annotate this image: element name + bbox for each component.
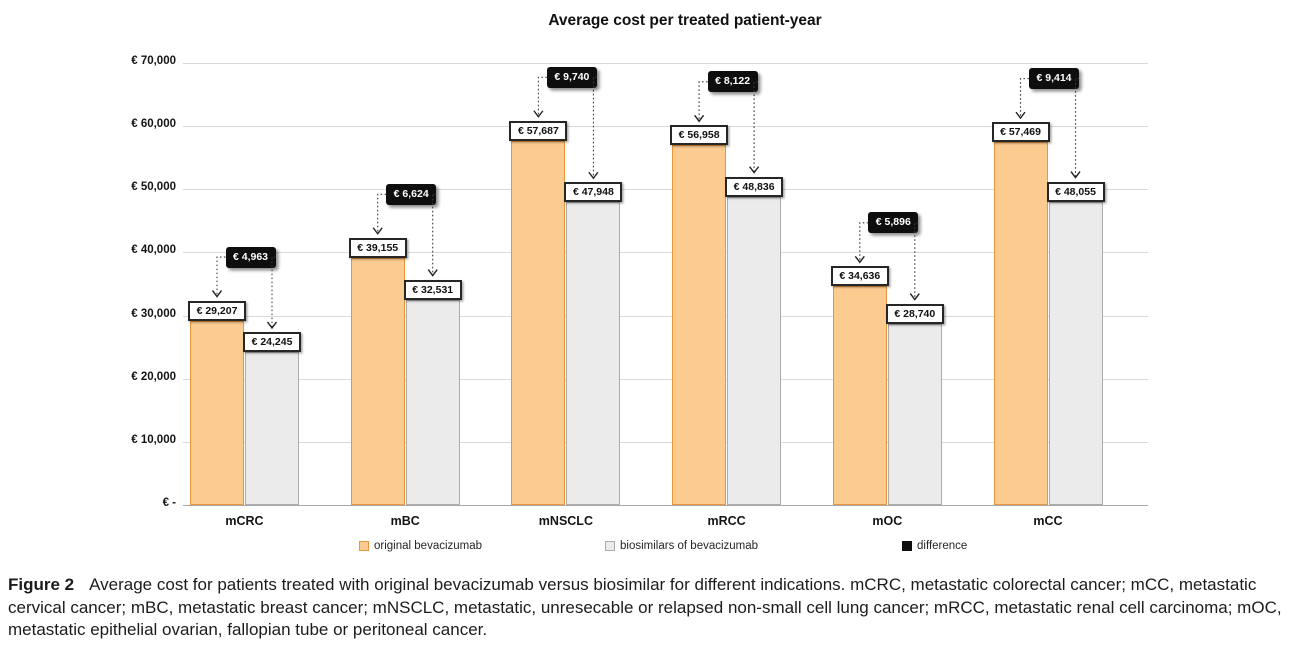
connector-line (698, 81, 708, 121)
bar-biosimilar (405, 299, 460, 505)
bar-original-bevacizumab (190, 320, 244, 505)
connector-line (859, 222, 869, 262)
gridline (183, 189, 1148, 191)
connector-line (592, 76, 597, 178)
bar-biosimilar (1048, 201, 1103, 505)
legend-swatch-icon (359, 541, 369, 551)
gridline (183, 315, 1148, 317)
gridline (183, 441, 1148, 443)
gridline (183, 252, 1148, 254)
connector-line (1019, 78, 1029, 118)
x-axis-category-label: mBC (390, 514, 420, 528)
gridline (183, 378, 1148, 380)
connector-line (537, 76, 547, 116)
value-label: € 29,207 (188, 300, 246, 321)
value-label: € 57,469 (991, 122, 1050, 143)
arrowhead-down-icon (533, 110, 544, 118)
bar-original-bevacizumab (511, 140, 566, 505)
legend-label: difference (917, 540, 968, 552)
y-axis-tick-label: € 40,000 (131, 244, 176, 257)
y-axis-tick-label: € 10,000 (131, 433, 176, 446)
legend-label: original bevacizumab (374, 540, 483, 552)
chart-legend: original bevacizumab biosimilars of bevac… (0, 540, 1314, 556)
gridline (183, 126, 1148, 128)
bar-original-bevacizumab (672, 145, 727, 505)
gridline (183, 63, 1148, 64)
bar-original-bevacizumab (350, 257, 405, 505)
difference-label: € 8,122 (707, 71, 758, 93)
bar-biosimilar (566, 202, 621, 505)
arrowhead-down-icon (749, 166, 760, 174)
value-label: € 34,636 (830, 266, 889, 287)
difference-label: € 9,414 (1029, 68, 1079, 90)
legend-swatch-icon (902, 541, 912, 551)
connector-line (432, 193, 437, 275)
value-label: € 28,740 (885, 303, 944, 324)
x-axis-category-label: mCC (1033, 514, 1063, 528)
value-label: € 47,948 (564, 182, 623, 203)
value-label: € 56,958 (670, 125, 729, 146)
connector-line (1074, 78, 1079, 177)
arrowhead-down-icon (211, 290, 223, 298)
legend-item-difference: difference (902, 540, 967, 552)
figure-caption-text: Average cost for patients treated with o… (8, 575, 1282, 639)
bar-biosimilar (727, 196, 782, 505)
figure-caption-label: Figure 2 (8, 575, 75, 594)
legend-item-original-bevacizumab: original bevacizumab (359, 540, 482, 552)
arrowhead-down-icon (372, 227, 383, 235)
difference-label: € 9,740 (546, 66, 597, 88)
value-label: € 48,836 (725, 176, 784, 197)
connector-line (216, 256, 226, 296)
legend-swatch-icon (605, 541, 615, 551)
y-axis-tick-label: € - (162, 497, 176, 509)
connector-line (377, 193, 387, 233)
value-label: € 57,687 (509, 120, 568, 141)
chart-title: Average cost per treated patient-year (548, 12, 822, 29)
bar-chart: Average cost per treated patient-year € … (0, 12, 1314, 556)
connector-line (914, 222, 919, 299)
y-axis-tick-label: € 60,000 (131, 118, 176, 131)
bar-original-bevacizumab (993, 142, 1048, 505)
bar-original-bevacizumab (832, 286, 887, 505)
value-label: € 48,055 (1046, 181, 1105, 202)
difference-label: € 5,896 (868, 212, 919, 234)
arrowhead-down-icon (588, 171, 599, 180)
figure-caption: Figure 2 Average cost for patients treate… (8, 574, 1302, 642)
legend-item-biosimilars: biosimilars of bevacizumab (605, 540, 758, 552)
arrowhead-down-icon (909, 293, 920, 301)
value-label: € 32,531 (403, 279, 462, 300)
x-axis-category-label: mOC (872, 514, 903, 528)
y-axis-tick-label: € 20,000 (131, 370, 176, 383)
bar-biosimilar (887, 323, 942, 505)
arrowhead-down-icon (854, 255, 865, 264)
bar-biosimilar (245, 351, 299, 505)
value-label: € 24,245 (243, 331, 301, 352)
arrowhead-down-icon (1070, 171, 1081, 179)
difference-label: € 4,963 (225, 246, 276, 268)
value-label: € 39,155 (348, 237, 407, 258)
y-axis-tick-label: € 30,000 (131, 307, 176, 320)
difference-label: € 6,624 (386, 183, 437, 205)
x-axis-category-label: mRCC (707, 514, 746, 528)
y-axis-tick-label: € 50,000 (131, 181, 176, 194)
y-axis-tick-label: € 70,000 (131, 55, 176, 67)
x-axis-line (183, 505, 1148, 506)
arrowhead-down-icon (266, 321, 278, 330)
x-axis-category-label: mNSCLC (538, 514, 593, 528)
arrowhead-down-icon (1015, 111, 1026, 120)
arrowhead-down-icon (694, 114, 705, 123)
arrowhead-down-icon (427, 269, 438, 277)
legend-label: biosimilars of bevacizumab (620, 540, 759, 552)
x-axis-category-label: mCRC (225, 514, 264, 528)
